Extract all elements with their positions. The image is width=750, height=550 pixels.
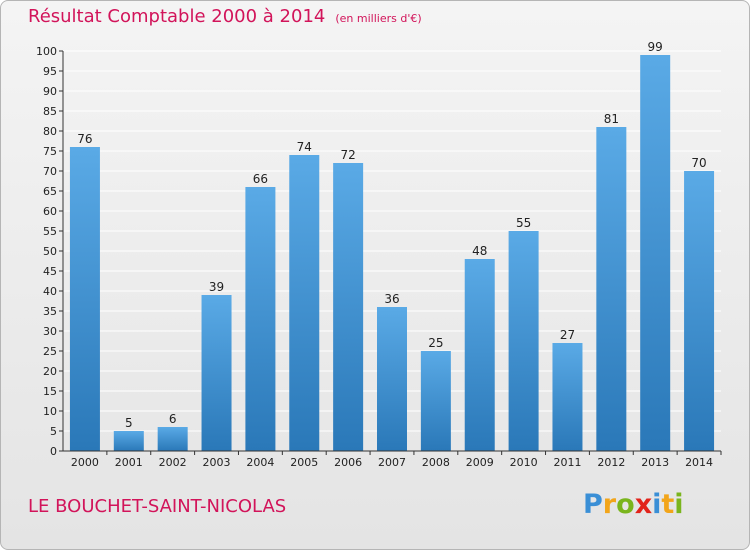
logo-letter: P bbox=[583, 489, 603, 520]
x-tick-label-2008: 2008 bbox=[422, 456, 450, 469]
y-tick-label: 20 bbox=[43, 365, 57, 378]
y-tick-label: 85 bbox=[43, 105, 57, 118]
bar-2009 bbox=[464, 259, 495, 451]
y-tick-label: 35 bbox=[43, 305, 57, 318]
y-tick-label: 50 bbox=[43, 245, 57, 258]
x-tick-label-2001: 2001 bbox=[115, 456, 143, 469]
value-labels: 76 5 6 39 66 74 72 36 25 48 55 27 81 99 70 bbox=[77, 40, 706, 430]
x-tick-label-2014: 2014 bbox=[685, 456, 713, 469]
logo-letter: t bbox=[661, 489, 675, 520]
y-tick-labels: 0 5 10 15 20 25 30 35 40 45 50 55 60 65 70 75 80 85 90 95 10… bbox=[36, 45, 57, 458]
chart-title-text: Résultat Comptable 2000 à 2014 bbox=[28, 6, 326, 27]
x-tick-label-2007: 2007 bbox=[378, 456, 406, 469]
bars bbox=[69, 55, 715, 451]
chart-title: Résultat Comptable 2000 à 2014 (en millie… bbox=[28, 6, 422, 27]
x-tick-label-2000: 2000 bbox=[71, 456, 99, 469]
bar-2001 bbox=[113, 431, 144, 451]
value-label-2007: 36 bbox=[384, 292, 399, 306]
proxiti-logo: Proxiti bbox=[583, 489, 684, 520]
commune-name: LE BOUCHET-SAINT-NICOLAS bbox=[28, 496, 287, 517]
y-tick-label: 40 bbox=[43, 285, 57, 298]
y-tick-label: 0 bbox=[50, 445, 57, 458]
x-tick-label-2013: 2013 bbox=[641, 456, 669, 469]
axes bbox=[59, 50, 722, 455]
x-tick-labels: 2000 2001 2002 2003 2004 2005 2006 2007 2008 2009… bbox=[71, 456, 713, 469]
y-tick-label: 70 bbox=[43, 165, 57, 178]
y-tick-label: 60 bbox=[43, 205, 57, 218]
value-label-2006: 72 bbox=[340, 148, 355, 162]
value-label-2000: 76 bbox=[77, 132, 92, 146]
value-label-2011: 27 bbox=[560, 328, 575, 342]
value-label-2008: 25 bbox=[428, 336, 443, 350]
value-label-2002: 6 bbox=[169, 412, 177, 426]
logo-letter: x bbox=[634, 489, 653, 520]
x-tick-label-2002: 2002 bbox=[159, 456, 187, 469]
logo-letter: i bbox=[674, 489, 684, 520]
x-tick-label-2005: 2005 bbox=[290, 456, 318, 469]
y-tick-label: 75 bbox=[43, 145, 57, 158]
bar-2011 bbox=[552, 343, 583, 451]
bar-2008 bbox=[420, 351, 451, 451]
x-tick-label-2006: 2006 bbox=[334, 456, 362, 469]
value-label-2004: 66 bbox=[253, 172, 268, 186]
bar-2003 bbox=[201, 295, 232, 451]
y-tick-label: 100 bbox=[36, 45, 57, 58]
y-tick-label: 15 bbox=[43, 385, 57, 398]
y-tick-label: 30 bbox=[43, 325, 57, 338]
y-tick-label: 80 bbox=[43, 125, 57, 138]
chart-unit-note: (en milliers d'€) bbox=[335, 12, 422, 25]
x-tick-label-2009: 2009 bbox=[466, 456, 494, 469]
y-tick-label: 10 bbox=[43, 405, 57, 418]
bar-2006 bbox=[333, 163, 364, 451]
y-tick-label: 25 bbox=[43, 345, 57, 358]
bar-2010 bbox=[508, 231, 539, 451]
y-tick-label: 95 bbox=[43, 65, 57, 78]
value-label-2003: 39 bbox=[209, 280, 224, 294]
y-tick-label: 45 bbox=[43, 265, 57, 278]
bar-2005 bbox=[289, 155, 320, 451]
x-tick-label-2010: 2010 bbox=[510, 456, 538, 469]
y-tick-label: 55 bbox=[43, 225, 57, 238]
bar-2007 bbox=[377, 307, 407, 451]
bar-2004 bbox=[245, 187, 276, 451]
x-tick-label-2003: 2003 bbox=[203, 456, 231, 469]
y-tick-label: 5 bbox=[50, 425, 57, 438]
bar-2000 bbox=[69, 147, 100, 451]
value-label-2009: 48 bbox=[472, 244, 487, 258]
bar-2013 bbox=[640, 55, 671, 451]
logo-letter: r bbox=[602, 489, 617, 520]
value-label-2010: 55 bbox=[516, 216, 531, 230]
y-tick-label: 65 bbox=[43, 185, 57, 198]
bar-2002 bbox=[157, 427, 188, 451]
value-label-2005: 74 bbox=[297, 140, 312, 154]
value-label-2001: 5 bbox=[125, 416, 133, 430]
bar-2012 bbox=[596, 127, 627, 451]
value-label-2013: 99 bbox=[648, 40, 663, 54]
value-label-2014: 70 bbox=[691, 156, 706, 170]
value-label-2012: 81 bbox=[604, 112, 619, 126]
logo-letter: o bbox=[616, 489, 635, 520]
y-tick-label: 90 bbox=[43, 85, 57, 98]
x-tick-label-2004: 2004 bbox=[246, 456, 274, 469]
bar-2014 bbox=[684, 171, 715, 451]
x-tick-label-2012: 2012 bbox=[597, 456, 625, 469]
x-tick-label-2011: 2011 bbox=[553, 456, 581, 469]
logo-letter: i bbox=[652, 489, 662, 520]
